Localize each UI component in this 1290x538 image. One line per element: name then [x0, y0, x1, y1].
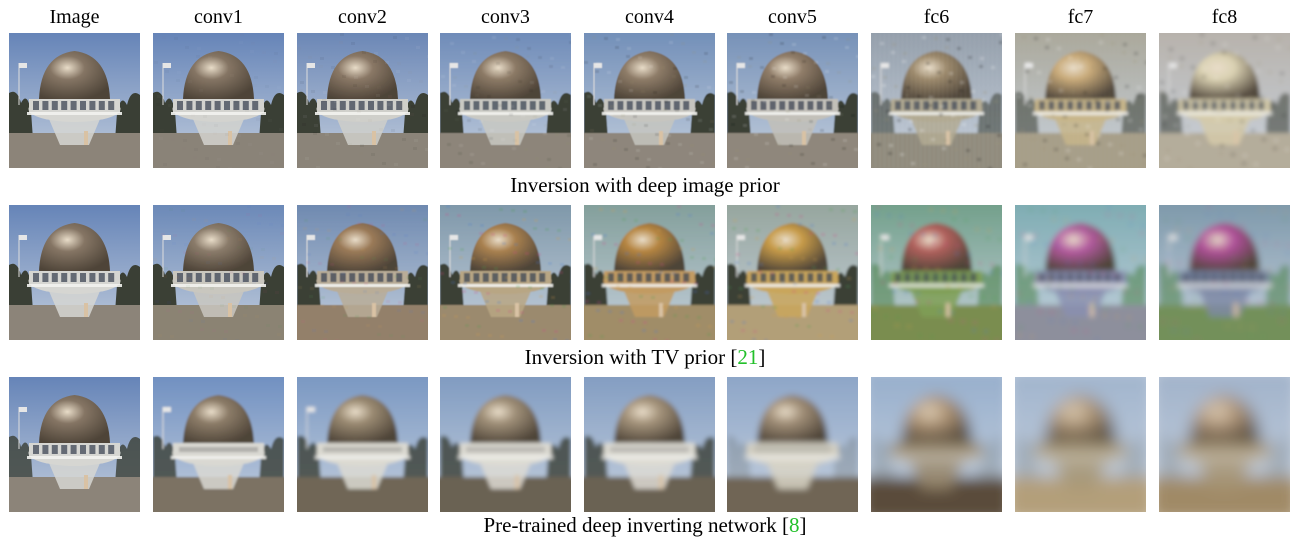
thumbnail-net-conv3 [440, 377, 571, 512]
thumbnail-svg [153, 205, 284, 340]
row-caption-dip: Inversion with deep image prior [0, 173, 1290, 197]
thumbnail-svg [1159, 33, 1290, 168]
column-header-fc8: fc8 [1211, 6, 1238, 28]
thumbnail-tv-fc7 [1015, 205, 1146, 340]
row-caption-net: Pre-trained deep inverting network [8] [0, 513, 1290, 537]
column-header-fc7: fc7 [1067, 6, 1094, 28]
thumbnail-svg [440, 377, 571, 512]
caption-bracket: ] [758, 345, 766, 369]
thumbnail-dip-image [9, 33, 140, 168]
thumbnail-svg [297, 377, 428, 512]
thumbnail-net-conv1 [153, 377, 284, 512]
thumbnail-svg [9, 205, 140, 340]
caption-text: Inversion with TV prior [ [524, 345, 738, 369]
thumbnail-svg [727, 205, 858, 340]
thumbnail-svg [1159, 205, 1290, 340]
thumbnail-dip-conv5 [727, 33, 858, 168]
thumbnail-tv-conv3 [440, 205, 571, 340]
thumbnail-dip-fc8 [1159, 33, 1290, 168]
thumbnail-dip-conv2 [297, 33, 428, 168]
thumbnail-svg [153, 377, 284, 512]
thumbnail-net-image [9, 377, 140, 512]
column-header-conv3: conv3 [481, 6, 530, 28]
thumbnail-net-conv2 [297, 377, 428, 512]
column-header-image: Image [49, 6, 100, 28]
thumbnail-tv-conv5 [727, 205, 858, 340]
thumbnail-dip-conv3 [440, 33, 571, 168]
thumbnail-svg [727, 377, 858, 512]
thumbnail-net-fc6 [871, 377, 1002, 512]
citation-link[interactable]: 8 [789, 513, 800, 537]
column-header-conv5: conv5 [768, 6, 817, 28]
caption-text: Pre-trained deep inverting network [ [483, 513, 790, 537]
column-header-conv1: conv1 [194, 6, 243, 28]
caption-bracket: ] [799, 513, 807, 537]
thumbnail-tv-conv4 [584, 205, 715, 340]
column-header-conv4: conv4 [625, 6, 674, 28]
thumbnail-tv-fc6 [871, 205, 1002, 340]
thumbnail-svg [871, 33, 1002, 168]
column-header-conv2: conv2 [338, 6, 387, 28]
thumbnail-svg [871, 377, 1002, 512]
thumbnail-svg [727, 33, 858, 168]
thumbnail-svg [871, 205, 1002, 340]
thumbnail-dip-fc7 [1015, 33, 1146, 168]
thumbnail-dip-fc6 [871, 33, 1002, 168]
thumbnail-svg [584, 377, 715, 512]
thumbnail-net-conv5 [727, 377, 858, 512]
thumbnail-tv-fc8 [1159, 205, 1290, 340]
thumbnail-svg [1015, 205, 1146, 340]
thumbnail-svg [584, 205, 715, 340]
thumbnail-net-fc7 [1015, 377, 1146, 512]
thumbnail-svg [440, 205, 571, 340]
thumbnail-net-fc8 [1159, 377, 1290, 512]
thumbnail-svg [153, 33, 284, 168]
thumbnail-svg [1159, 377, 1290, 512]
thumbnail-tv-image [9, 205, 140, 340]
thumbnail-tv-conv2 [297, 205, 428, 340]
thumbnail-net-conv4 [584, 377, 715, 512]
thumbnail-svg [584, 33, 715, 168]
thumbnail-svg [1015, 33, 1146, 168]
thumbnail-svg [9, 33, 140, 168]
row-caption-tv: Inversion with TV prior [21] [0, 345, 1290, 369]
thumbnail-svg [9, 377, 140, 512]
thumbnail-svg [297, 33, 428, 168]
citation-link[interactable]: 21 [737, 345, 759, 369]
thumbnail-tv-conv1 [153, 205, 284, 340]
thumbnail-svg [297, 205, 428, 340]
thumbnail-dip-conv4 [584, 33, 715, 168]
thumbnail-dip-conv1 [153, 33, 284, 168]
thumbnail-svg [1015, 377, 1146, 512]
thumbnail-svg [440, 33, 571, 168]
caption-text: Inversion with deep image prior [510, 173, 780, 197]
column-header-fc6: fc6 [923, 6, 950, 28]
